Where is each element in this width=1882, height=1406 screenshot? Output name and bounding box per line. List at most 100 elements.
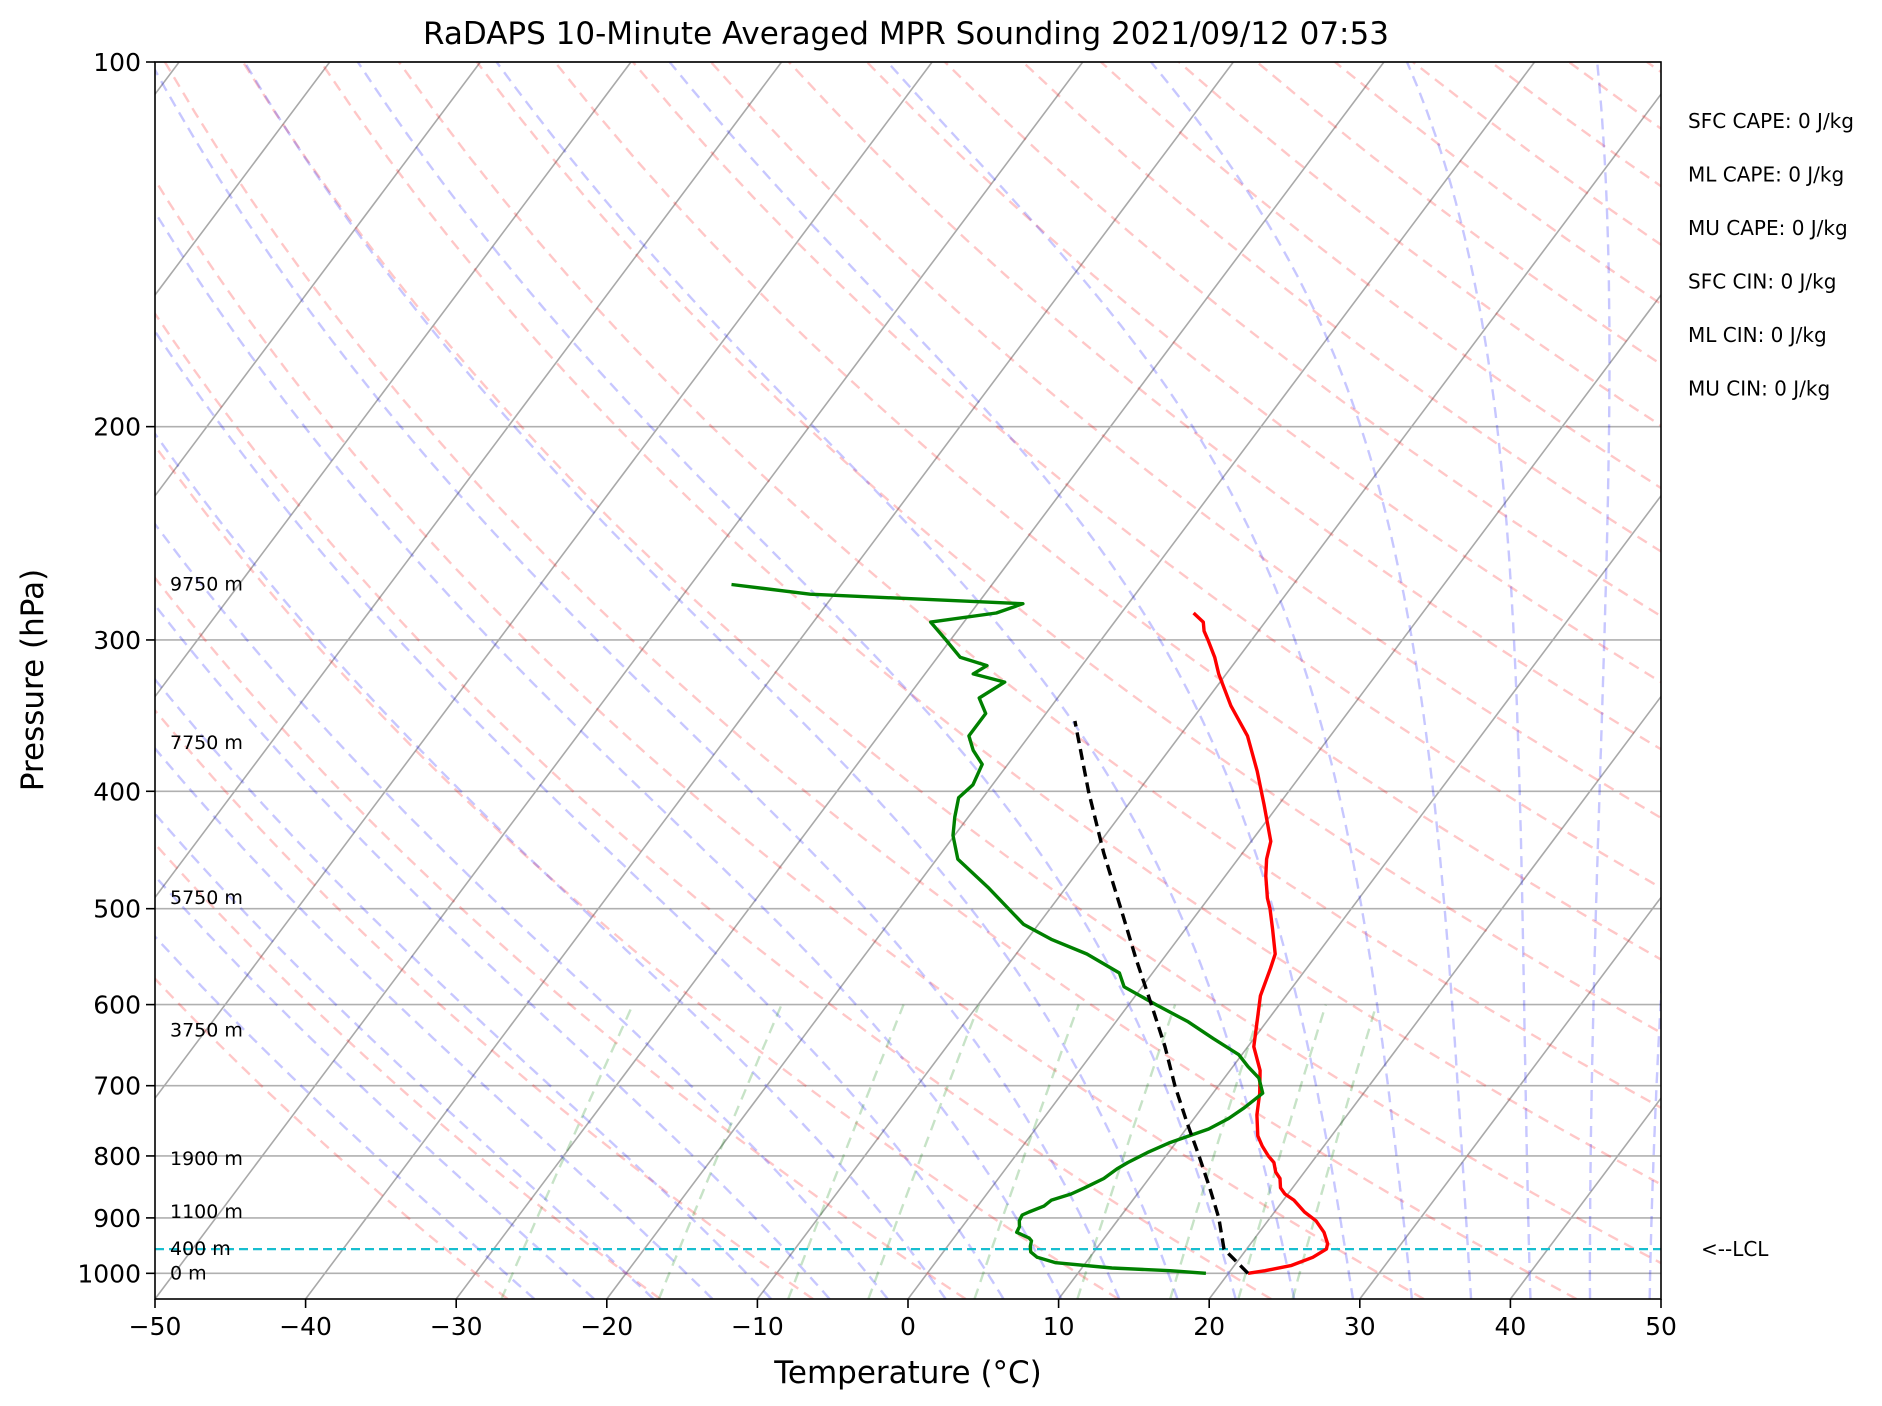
moist-adiabat-lines bbox=[155, 62, 1661, 1299]
dry-adiabat-line bbox=[1725, 62, 1882, 1299]
moist-adiabat-line bbox=[668, 62, 1355, 1299]
dewpoint-line bbox=[731, 582, 1265, 1275]
moist-adiabat-line bbox=[1588, 62, 1611, 1299]
height-label: 1900 m bbox=[170, 1148, 243, 1170]
dry-adiabat-line bbox=[1412, 62, 1661, 247]
dry-adiabat-line bbox=[1178, 62, 1661, 428]
y-tick-label: 900 bbox=[93, 1204, 141, 1233]
dry-adiabat-line bbox=[155, 977, 509, 1299]
moist-adiabat-line bbox=[155, 934, 536, 1299]
stability-index: MU CIN: 0 J/kg bbox=[1688, 377, 1830, 401]
isotherm-line bbox=[155, 62, 933, 1100]
dry-adiabat-line bbox=[155, 311, 1272, 1299]
temperature-line bbox=[1192, 611, 1330, 1275]
mixing-ratio-line bbox=[1169, 1004, 1264, 1299]
mixing-ratio-line bbox=[787, 1004, 905, 1299]
y-tick-label: 200 bbox=[93, 413, 141, 442]
x-tick-label: 10 bbox=[1043, 1312, 1075, 1341]
lcl-layer: <--LCL bbox=[155, 1237, 1769, 1261]
moist-adiabat-line bbox=[155, 522, 889, 1299]
chart-title: RaDAPS 10-Minute Averaged MPR Sounding 2… bbox=[423, 16, 1389, 52]
isotherm-line bbox=[1509, 1096, 1661, 1299]
dry-adiabat-line bbox=[155, 443, 1120, 1299]
mixing-ratio-line bbox=[500, 1004, 634, 1299]
moist-adiabat-line bbox=[155, 67, 1121, 1299]
height-label: 9750 m bbox=[170, 574, 243, 596]
x-tick-label: 30 bbox=[1344, 1312, 1376, 1341]
isotherm-line bbox=[1359, 896, 1661, 1299]
y-tick-label: 800 bbox=[93, 1142, 141, 1171]
x-tick-label: −20 bbox=[580, 1312, 633, 1341]
isotherm-line bbox=[606, 62, 1536, 1299]
isotherm-line bbox=[155, 62, 783, 899]
height-label: 1100 m bbox=[170, 1201, 243, 1223]
isotherm-line bbox=[155, 62, 481, 498]
dry-adiabat-line bbox=[155, 708, 814, 1299]
height-label: 7750 m bbox=[170, 732, 243, 754]
stability-indices: SFC CAPE: 0 J/kg ML CAPE: 0 J/kg MU CAPE: … bbox=[1688, 109, 1854, 401]
x-axis-ticks: −50 −40 −30 −20 −10 0 10 20 30 40 50 bbox=[129, 1299, 1677, 1341]
dry-adiabat-line bbox=[553, 62, 1661, 961]
parcel-line bbox=[1073, 720, 1250, 1275]
y-tick-label: 400 bbox=[93, 777, 141, 806]
y-axis-ticks: 1000 900 800 700 600 500 400 300 200 100 bbox=[77, 48, 155, 1288]
dry-adiabat-line bbox=[1568, 62, 1661, 131]
lcl-label: <--LCL bbox=[1701, 1237, 1769, 1261]
mixing-ratio-line bbox=[657, 1004, 783, 1299]
stability-index: SFC CAPE: 0 J/kg bbox=[1688, 109, 1854, 133]
x-tick-label: 40 bbox=[1494, 1312, 1526, 1341]
dry-adiabat-lines bbox=[155, 62, 1882, 1299]
dry-adiabat-line bbox=[397, 62, 1661, 1110]
y-tick-label: 300 bbox=[93, 626, 141, 655]
y-tick-label: 700 bbox=[93, 1072, 141, 1101]
isotherm-line bbox=[304, 62, 1234, 1299]
dry-adiabat-line bbox=[155, 576, 967, 1299]
x-tick-label: −40 bbox=[279, 1312, 332, 1341]
stability-index: ML CIN: 0 J/kg bbox=[1688, 323, 1827, 347]
mixing-ratio-line bbox=[867, 1004, 981, 1299]
dry-adiabat-line bbox=[1256, 62, 1661, 366]
x-tick-label: −10 bbox=[731, 1312, 784, 1341]
moist-adiabat-line bbox=[495, 62, 1296, 1299]
x-tick-label: −50 bbox=[129, 1312, 182, 1341]
y-axis-label: Pressure (hPa) bbox=[15, 569, 51, 791]
moist-adiabat-line bbox=[1405, 62, 1532, 1299]
dry-adiabat-line bbox=[1646, 62, 1661, 74]
stability-index: MU CAPE: 0 J/kg bbox=[1688, 216, 1848, 240]
dry-adiabat-line bbox=[710, 62, 1661, 820]
y-tick-label: 600 bbox=[93, 991, 141, 1020]
height-label: 5750 m bbox=[170, 887, 243, 909]
dry-adiabat-line bbox=[788, 62, 1661, 751]
plot-frame bbox=[154, 61, 1662, 1300]
dry-adiabat-line bbox=[475, 62, 1661, 1035]
isotherm-line bbox=[155, 62, 331, 297]
y-tick-label: 500 bbox=[93, 895, 141, 924]
dry-adiabat-line bbox=[155, 177, 1425, 1299]
height-label: 400 m bbox=[170, 1238, 231, 1260]
isotherm-line bbox=[1660, 1297, 1661, 1299]
moist-adiabat-line bbox=[155, 209, 1063, 1299]
isotherm-line bbox=[155, 62, 1084, 1299]
moist-adiabat-line bbox=[243, 62, 1179, 1299]
moist-adiabat-line bbox=[1648, 976, 1661, 1299]
y-tick-label: 100 bbox=[93, 48, 141, 77]
dry-adiabat-line bbox=[155, 841, 662, 1299]
isotherm-line bbox=[1208, 695, 1661, 1299]
moist-adiabat-line bbox=[356, 62, 1237, 1299]
mixing-ratio-line bbox=[973, 1004, 1080, 1299]
moist-adiabat-line bbox=[155, 874, 595, 1299]
x-tick-label: −30 bbox=[430, 1312, 483, 1341]
x-tick-label: 0 bbox=[900, 1312, 916, 1341]
x-tick-label: 50 bbox=[1645, 1312, 1677, 1341]
mixing-ratio-lines bbox=[500, 1004, 1378, 1299]
height-label: 0 m bbox=[170, 1262, 207, 1284]
dry-adiabat-line bbox=[866, 62, 1661, 684]
stability-index: ML CAPE: 0 J/kg bbox=[1688, 163, 1844, 187]
dry-adiabat-line bbox=[319, 62, 1661, 1186]
mixing-ratio-line bbox=[1237, 1004, 1327, 1299]
x-axis-label: Temperature (°C) bbox=[773, 1355, 1042, 1391]
stability-index: SFC CIN: 0 J/kg bbox=[1688, 270, 1836, 294]
y-tick-label: 1000 bbox=[77, 1259, 141, 1288]
